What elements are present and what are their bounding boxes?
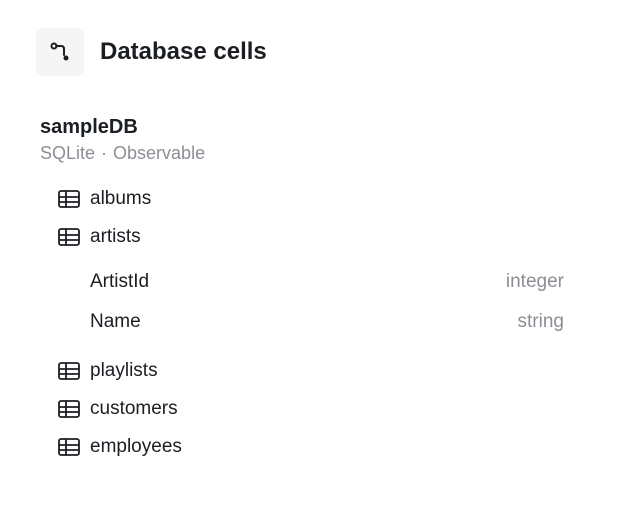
database-engine: SQLite xyxy=(40,143,95,163)
tables-list: albums artists ArtistId integer Name str… xyxy=(40,180,582,466)
table-label: artists xyxy=(90,226,141,248)
table-label: albums xyxy=(90,188,151,210)
column-item[interactable]: Name string xyxy=(90,302,564,342)
table-icon xyxy=(58,400,80,418)
table-item-playlists[interactable]: playlists xyxy=(58,352,564,390)
column-name: ArtistId xyxy=(90,271,149,293)
table-label: customers xyxy=(90,398,178,420)
table-icon xyxy=(58,362,80,380)
panel-title: Database cells xyxy=(100,38,267,66)
database-meta: SQLite · Observable xyxy=(40,143,582,164)
separator-dot: · xyxy=(101,143,107,163)
column-item[interactable]: ArtistId integer xyxy=(90,262,564,302)
table-item-artists[interactable]: artists xyxy=(58,218,564,256)
table-icon xyxy=(58,190,80,208)
database-cells-icon xyxy=(36,28,84,76)
database-name[interactable]: sampleDB xyxy=(40,116,582,139)
column-name: Name xyxy=(90,311,141,333)
table-icon xyxy=(58,438,80,456)
column-type: integer xyxy=(506,271,564,293)
table-label: playlists xyxy=(90,360,158,382)
table-label: employees xyxy=(90,436,182,458)
database-source: Observable xyxy=(113,143,205,163)
database-section: sampleDB SQLite · Observable albums artist… xyxy=(36,116,582,466)
table-item-employees[interactable]: employees xyxy=(58,428,564,466)
column-type: string xyxy=(518,311,564,333)
table-item-albums[interactable]: albums xyxy=(58,180,564,218)
table-icon xyxy=(58,228,80,246)
panel-header: Database cells xyxy=(36,28,582,76)
table-item-customers[interactable]: customers xyxy=(58,390,564,428)
columns-list-artists: ArtistId integer Name string xyxy=(58,256,564,352)
